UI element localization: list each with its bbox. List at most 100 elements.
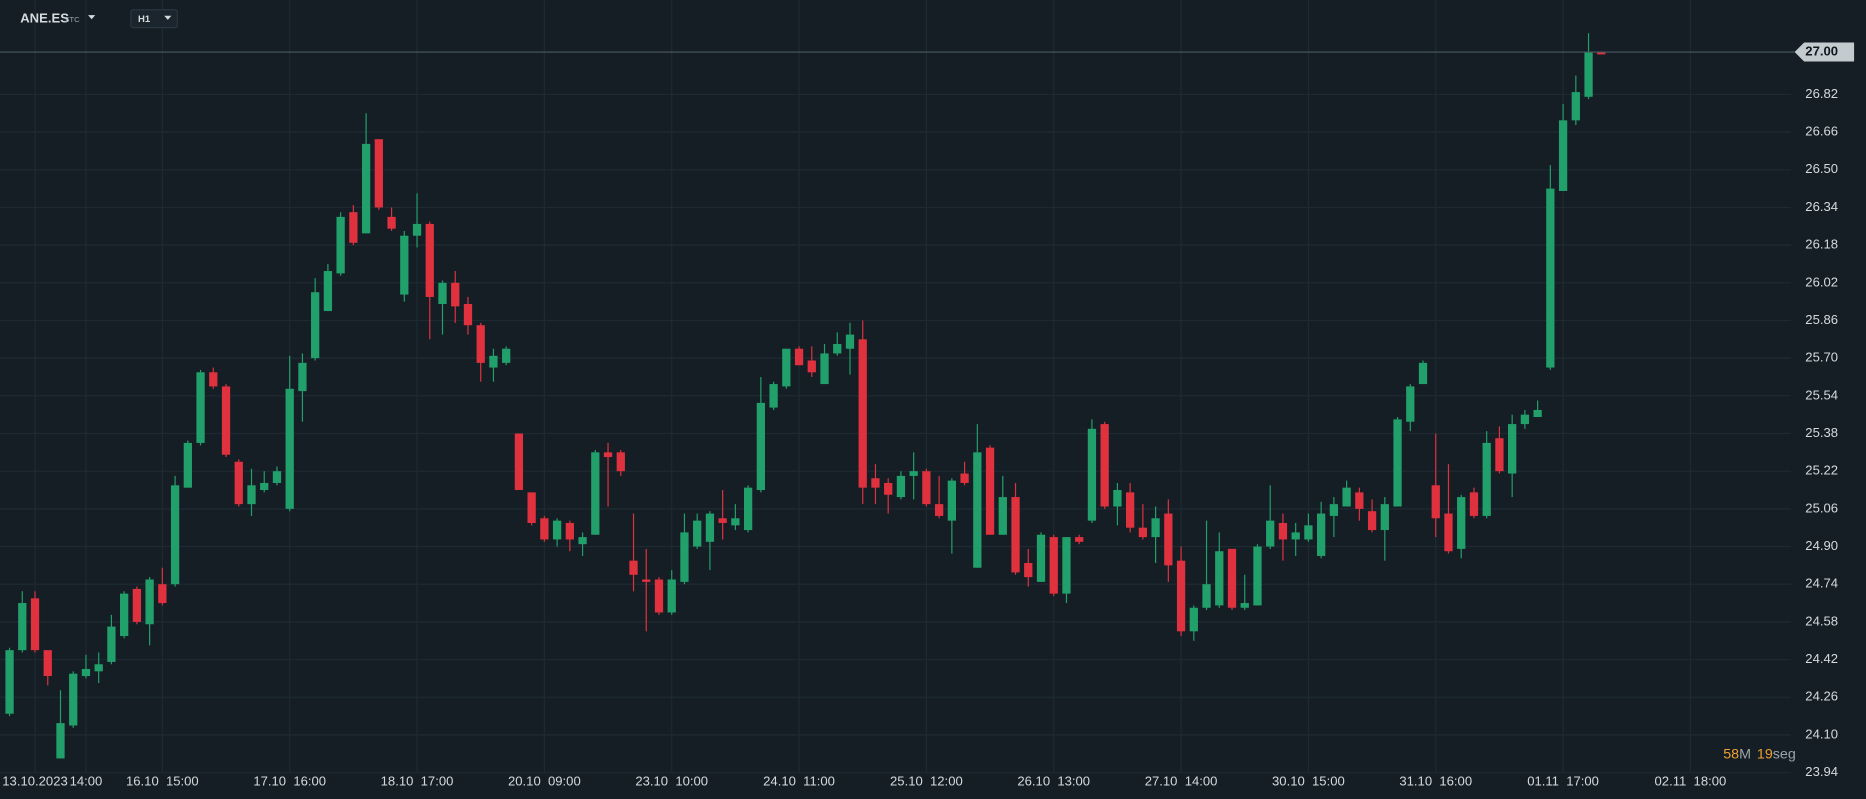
candle-body xyxy=(349,212,358,243)
candle-body xyxy=(1495,438,1504,472)
seconds: 19 xyxy=(1757,746,1773,762)
candle-body xyxy=(502,348,511,363)
candle-body xyxy=(629,560,638,575)
candle-body xyxy=(425,223,434,297)
symbol-selector[interactable]: ANE.ES STC xyxy=(20,11,96,26)
candle-body xyxy=(94,664,103,672)
timeframe[interactable]: H1 xyxy=(138,14,151,25)
y-tick-label: 25.06 xyxy=(1805,500,1838,515)
candle-body xyxy=(769,384,778,408)
x-tick-label: 26.10 13:00 xyxy=(1017,774,1090,789)
candle-body xyxy=(1291,532,1300,540)
countdown: 58M 19seg xyxy=(1723,746,1796,762)
candle-body xyxy=(642,579,651,582)
y-tick-label: 26.34 xyxy=(1805,199,1838,214)
candle-body xyxy=(1380,504,1389,531)
candle-body xyxy=(540,518,549,540)
candle-body xyxy=(400,235,409,295)
candle-body xyxy=(1240,603,1249,608)
candle-body xyxy=(1482,442,1491,516)
y-tick-label: 24.10 xyxy=(1805,726,1838,741)
axes: 23.94 24.10 24.26 24.42 24.58 24.74 24.90 25.06… xyxy=(0,42,1855,789)
candle-body xyxy=(858,339,867,488)
candle-body xyxy=(820,353,829,385)
timeframe-selector[interactable]: H1 xyxy=(130,9,178,29)
candle-body xyxy=(947,480,956,521)
candle-body xyxy=(272,471,282,483)
candle-body xyxy=(1520,414,1530,425)
candle-body xyxy=(1189,607,1198,632)
candle-body xyxy=(896,475,906,498)
candle-body xyxy=(1597,52,1606,55)
candle-body xyxy=(120,593,129,637)
last-price-label: 27.00 xyxy=(1805,43,1838,58)
candle-body xyxy=(1266,520,1275,547)
y-tick-label: 25.38 xyxy=(1805,425,1838,440)
candle-body xyxy=(374,139,383,208)
grid xyxy=(0,0,1792,774)
candle-body xyxy=(1075,537,1084,542)
candle-body xyxy=(591,452,600,535)
candle-body xyxy=(1444,513,1453,552)
dropdown-arrow[interactable] xyxy=(164,15,172,20)
candle-body xyxy=(234,461,243,505)
candle-body xyxy=(476,325,485,363)
candle-body xyxy=(1508,424,1517,474)
candle-body xyxy=(463,303,473,326)
y-tick-label: 26.02 xyxy=(1805,274,1838,289)
last-price-tag xyxy=(1794,42,1855,62)
minutes: 58 xyxy=(1723,746,1739,762)
y-tick-label: 25.70 xyxy=(1805,350,1838,365)
candle-body xyxy=(960,473,969,483)
candle-body xyxy=(81,668,91,677)
candle-body xyxy=(909,471,918,476)
candle-body xyxy=(578,537,587,545)
candle-body xyxy=(18,603,27,651)
candle-body xyxy=(1138,527,1148,538)
x-tick-label: 13.10.2023 xyxy=(2,774,67,789)
candle-body xyxy=(1100,424,1109,507)
candle-body xyxy=(1431,485,1440,519)
candle-body xyxy=(412,223,422,236)
candle-body xyxy=(884,482,893,495)
market: STC xyxy=(64,15,80,24)
x-tick-label: 25.10 12:00 xyxy=(890,774,963,789)
candle-body xyxy=(705,513,715,542)
candle-body xyxy=(438,282,447,304)
symbol[interactable]: ANE.ES xyxy=(20,11,69,26)
candles xyxy=(5,33,1606,759)
candle-body xyxy=(1036,534,1046,582)
x-tick-label: 31.10 16:00 xyxy=(1399,774,1472,789)
candle-body xyxy=(731,518,740,526)
dropdown-arrow[interactable] xyxy=(88,15,96,20)
x-tick-label: 30.10 15:00 xyxy=(1272,774,1345,789)
candle-body xyxy=(985,447,995,535)
candle-body xyxy=(30,598,40,651)
candle-body xyxy=(603,452,613,458)
candle-body xyxy=(756,402,765,491)
y-tick-label: 25.86 xyxy=(1805,312,1838,327)
y-tick-label: 26.82 xyxy=(1805,86,1838,101)
candle-body xyxy=(196,372,205,443)
candle-body xyxy=(1418,362,1428,385)
candle-body xyxy=(43,650,52,677)
y-tick-label: 23.94 xyxy=(1805,764,1838,779)
candle-body xyxy=(145,579,154,625)
y-tick-label: 25.22 xyxy=(1805,463,1838,478)
y-tick-label: 24.26 xyxy=(1805,689,1838,704)
minutes-unit: M xyxy=(1739,746,1751,762)
candle-body xyxy=(514,433,524,491)
candle-body xyxy=(1571,92,1580,121)
candle-body xyxy=(56,723,65,759)
candle-body xyxy=(1558,120,1568,191)
timeframe-box[interactable] xyxy=(130,9,178,29)
candle-body xyxy=(361,143,371,234)
candle-body xyxy=(209,372,218,387)
candle-body xyxy=(718,518,727,523)
candle-body xyxy=(1011,497,1020,573)
candle-body xyxy=(1355,492,1364,509)
x-tick-label: 14:00 xyxy=(70,774,103,789)
candle-body xyxy=(1113,490,1122,507)
